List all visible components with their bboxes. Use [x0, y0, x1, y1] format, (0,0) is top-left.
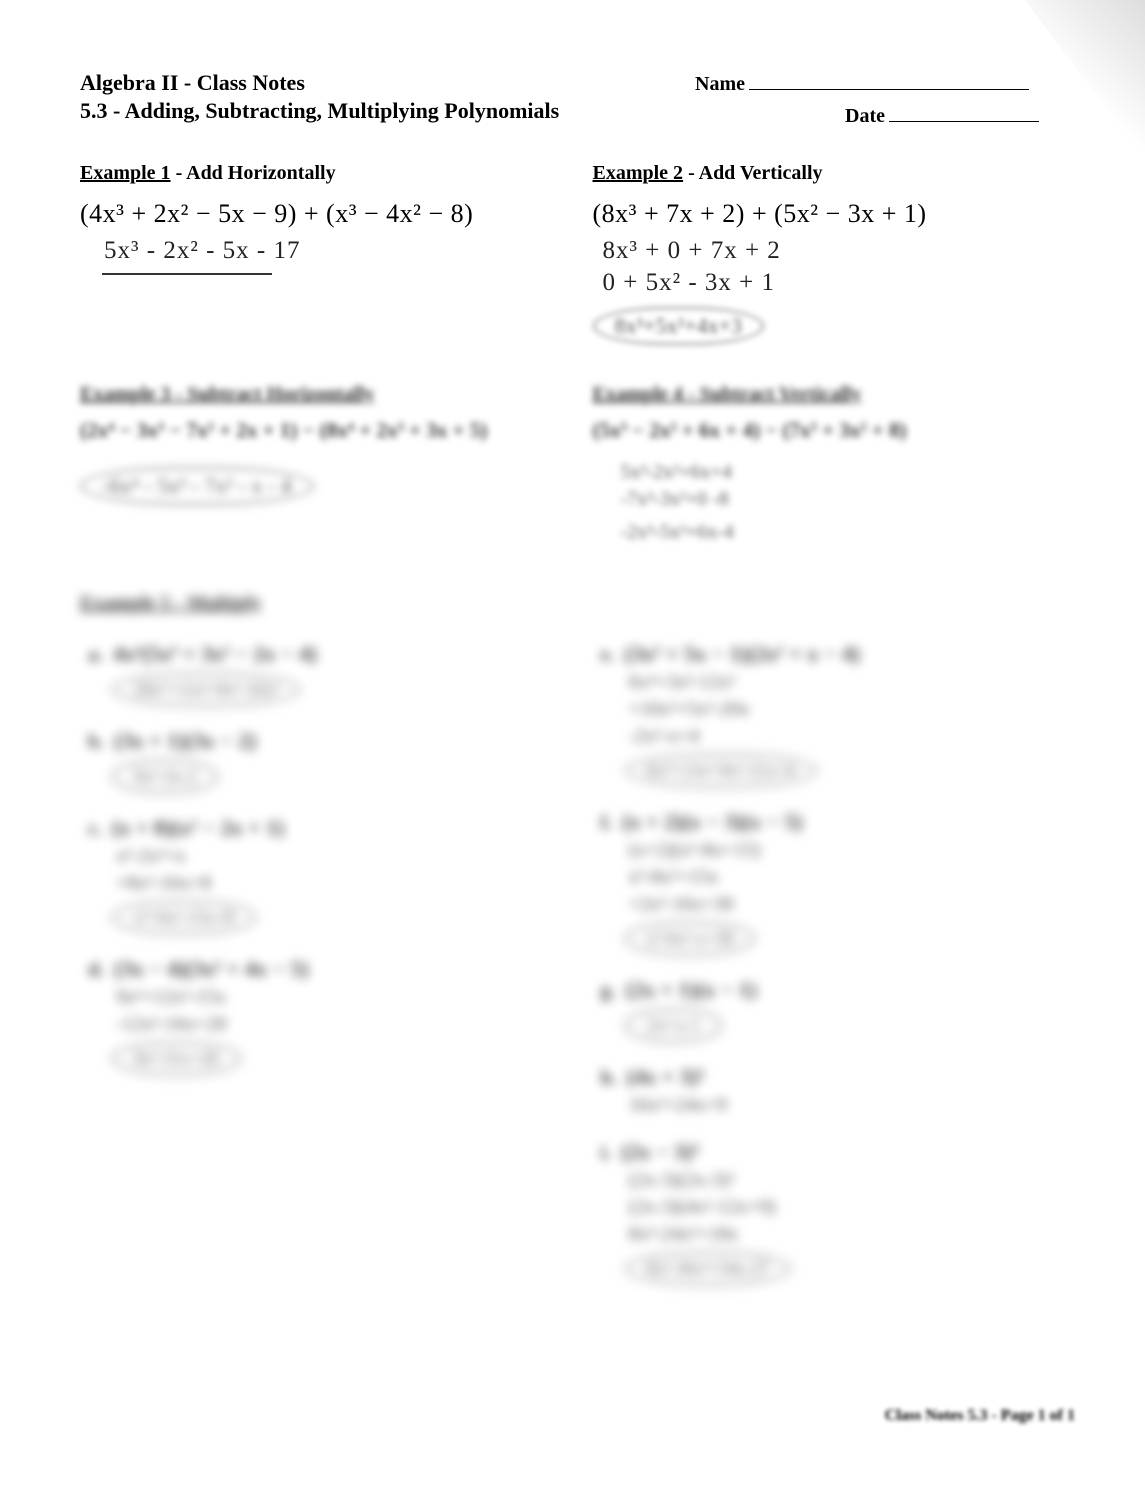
- item-answer: x³+6x²-15x+8: [112, 901, 256, 934]
- example5-heading: Example 5 - Multiply: [80, 592, 1075, 615]
- example3-heading: Example 3 - Subtract Horizontally: [80, 383, 563, 406]
- example1-problem: (4x³ + 2x² − 5x − 9) + (x³ − 4x² − 8): [80, 199, 563, 229]
- multiply-item: c. (x + 8)(x² − 2x + 1) x³-2x²+x +8x²-16x+8…: [88, 815, 563, 934]
- section-title: 5.3 - Adding, Subtracting, Multiplying P…: [80, 98, 695, 124]
- item-label: f.: [601, 812, 613, 834]
- item-label: c.: [88, 818, 102, 840]
- item-label: b.: [88, 731, 104, 753]
- name-blank: [749, 70, 1029, 90]
- item-work: (2x-3)(4x²-12x+9): [629, 1196, 1076, 1219]
- item-work: x³-8x²+15x: [629, 866, 1076, 889]
- multiply-item: g. (2x + 1)(x − 1) 2x²-x-1: [601, 977, 1076, 1042]
- example4-work1: 5x³-2x²+6x+4: [621, 461, 1076, 484]
- item-answer: 6x⁴+13x³-9x²-21x+4: [625, 754, 817, 787]
- item-answer: 9x²-3x-2: [112, 760, 218, 793]
- item-label: d.: [88, 959, 104, 981]
- item-math: (3x + 1)(3x − 2): [114, 728, 256, 753]
- item-math: (2x + 1)(x − 1): [626, 977, 757, 1002]
- item-work: +2x²-16x+30: [629, 893, 1076, 916]
- example3-answer: -6x⁴ - 5x³ - 7x² - x - 4: [80, 467, 314, 505]
- example2-problem: (8x³ + 7x + 2) + (5x² − 3x + 1): [593, 199, 1076, 229]
- multiply-item: i. (2x − 3)³ (2x-3)(2x-3)² (2x-3)(4x²-12x+9…: [601, 1139, 1076, 1285]
- name-label: Name: [695, 73, 745, 96]
- item-label: h.: [601, 1067, 617, 1089]
- item-math: (2x − 3)³: [621, 1139, 699, 1164]
- multiply-item: d. (3x − 4)(3x² + 4x − 5) 9x³+12x²-15x -12x…: [88, 956, 563, 1075]
- item-work: 6x⁴+3x³-12x²: [629, 671, 1076, 694]
- example4-problem: (5x³ − 2x² + 6x + 4) − (7x³ + 3x² + 8): [593, 418, 1076, 443]
- item-work: -2x²-x+4: [629, 725, 1076, 748]
- example2-answer: 8x³+5x²+4x+3: [593, 307, 764, 345]
- item-math: 4x²(5x³ + 3x² − 2x − 4): [113, 641, 317, 666]
- item-work: 16x²+24x+9: [629, 1094, 1076, 1117]
- example2-heading: Example 2 - Add Vertically: [593, 162, 1076, 185]
- item-work: 9x³+12x²-15x: [116, 986, 563, 1009]
- example2-work1: 8x³ + 0 + 7x + 2: [603, 237, 1076, 265]
- item-label: a.: [88, 644, 103, 666]
- multiply-item: b. (3x + 1)(3x − 2) 9x²-3x-2: [88, 728, 563, 793]
- item-work: -12x²-16x+20: [116, 1013, 563, 1036]
- example4-work2: -7x³-3x²+0 -8: [621, 488, 1076, 511]
- example3-problem: (2x⁴ − 3x³ − 7x² + 2x + 1) − (8x⁴ + 2x³ …: [80, 418, 563, 443]
- item-math: (3x² + 5x − 1)(2x² + x − 4): [624, 641, 860, 666]
- example1-work: 5x³ - 2x² - 5x - 17: [104, 237, 563, 265]
- example4-heading: Example 4 - Subtract Vertically: [593, 383, 1076, 406]
- date-label: Date: [845, 105, 885, 128]
- item-answer: 9x³-31x+20: [112, 1042, 241, 1075]
- item-answer: x³-6x²-x+30: [625, 922, 756, 955]
- item-math: (x + 8)(x² − 2x + 1): [112, 815, 285, 840]
- multiply-item: e. (3x² + 5x − 1)(2x² + x − 4) 6x⁴+3x³-12x…: [601, 641, 1076, 787]
- item-work: 8x³-24x²+18x: [629, 1223, 1076, 1246]
- item-answer: 8x³-36x²+54x-27: [625, 1252, 792, 1285]
- item-answer: 2x²-x-1: [625, 1009, 722, 1042]
- example1-rule: [102, 273, 272, 275]
- example4-answer: -2x³-5x²+6x-4: [621, 521, 1076, 544]
- item-work: (2x-3)(2x-3)²: [629, 1169, 1076, 1192]
- date-blank: [889, 102, 1039, 122]
- multiply-item: f. (x + 2)(x − 3)(x − 5) (x+2)(x²-8x+15) x³…: [601, 809, 1076, 955]
- item-math: (4x + 3)²: [627, 1064, 705, 1089]
- item-answer: 20x⁵+12x⁴-8x³-16x²: [112, 673, 300, 706]
- item-math: (x + 2)(x − 3)(x − 5): [622, 809, 803, 834]
- item-label: e.: [601, 644, 615, 666]
- item-label: g.: [601, 980, 616, 1002]
- item-label: i.: [601, 1142, 612, 1164]
- item-work: +8x²-16x+8: [116, 872, 563, 895]
- item-work: x³-2x²+x: [116, 845, 563, 868]
- multiply-item: a. 4x²(5x³ + 3x² − 2x − 4) 20x⁵+12x⁴-8x³-1…: [88, 641, 563, 706]
- course-title: Algebra II - Class Notes: [80, 70, 695, 96]
- example1-heading: Example 1 - Add Horizontally: [80, 162, 563, 185]
- item-work: (x+2)(x²-8x+15): [629, 839, 1076, 862]
- example2-work2: 0 + 5x² - 3x + 1: [603, 269, 1076, 297]
- page-footer: Class Notes 5.3 - Page 1 of 1: [885, 1407, 1075, 1425]
- multiply-item: h. (4x + 3)² 16x²+24x+9: [601, 1064, 1076, 1117]
- item-work: +10x³+5x²-20x: [629, 698, 1076, 721]
- item-math: (3x − 4)(3x² + 4x − 5): [114, 956, 309, 981]
